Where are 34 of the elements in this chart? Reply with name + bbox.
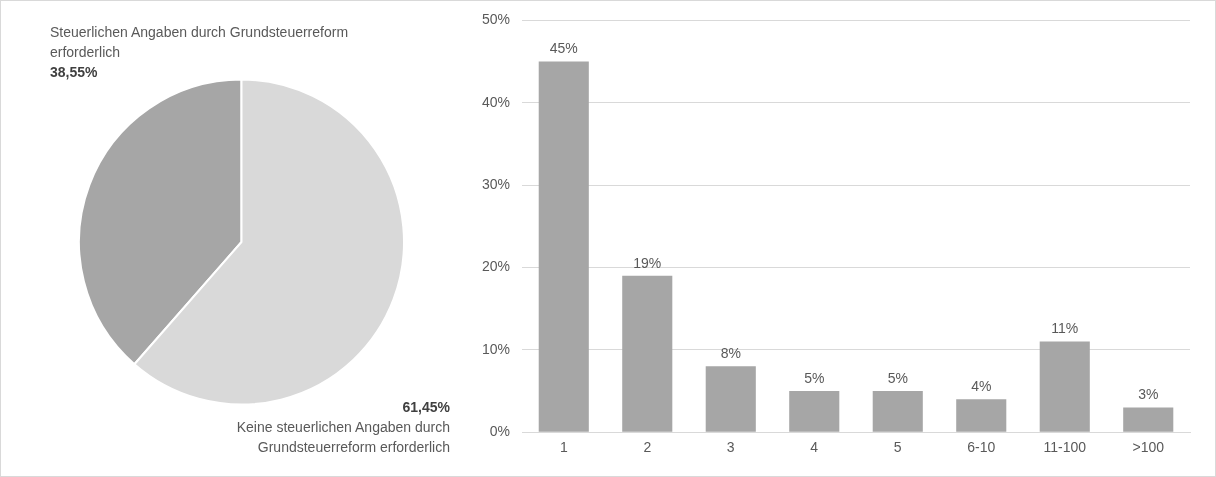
bar — [956, 399, 1007, 432]
data-label: 61,45% — [402, 399, 450, 415]
data-label: 4% — [971, 378, 992, 395]
y-tick-label: 0% — [489, 423, 511, 440]
x-tick-label: 3 — [726, 439, 735, 456]
bar — [705, 366, 756, 432]
x-tick-label: 5 — [893, 439, 902, 456]
x-tick-label: 11-100 — [1043, 439, 1087, 456]
bar — [872, 391, 923, 432]
bar — [538, 61, 589, 432]
data-label: 45% — [549, 40, 578, 57]
bar — [622, 275, 673, 432]
y-tick-label: 20% — [481, 258, 511, 275]
data-label: 19% — [633, 254, 662, 271]
x-tick-label: 2 — [643, 439, 652, 456]
data-label: 11% — [1051, 320, 1079, 337]
y-tick-label: 30% — [481, 175, 511, 192]
bar — [789, 391, 840, 432]
x-tick-label: 1 — [559, 439, 568, 456]
slice-label: Keine steuerlichen Angaben durch Grundsteuerreform erforderlich — [235, 418, 450, 457]
data-label: 38,55% — [50, 64, 98, 80]
x-tick-label: >100 — [1132, 439, 1165, 456]
slice-label: Steuerlichen Angaben durch Grundsteuerreform erforderlich — [50, 23, 350, 62]
data-label: 8% — [720, 345, 741, 362]
x-tick-label: 4 — [810, 439, 819, 456]
x-tick-label: 6-10 — [967, 439, 996, 456]
y-tick-label: 50% — [481, 11, 511, 28]
y-tick-label: 40% — [481, 93, 511, 110]
y-tick-label: 10% — [481, 340, 511, 357]
data-label: 5% — [887, 369, 908, 386]
data-label: 3% — [1138, 386, 1159, 403]
bar — [1039, 341, 1090, 432]
data-label: 5% — [804, 369, 825, 386]
bar — [1123, 407, 1174, 432]
